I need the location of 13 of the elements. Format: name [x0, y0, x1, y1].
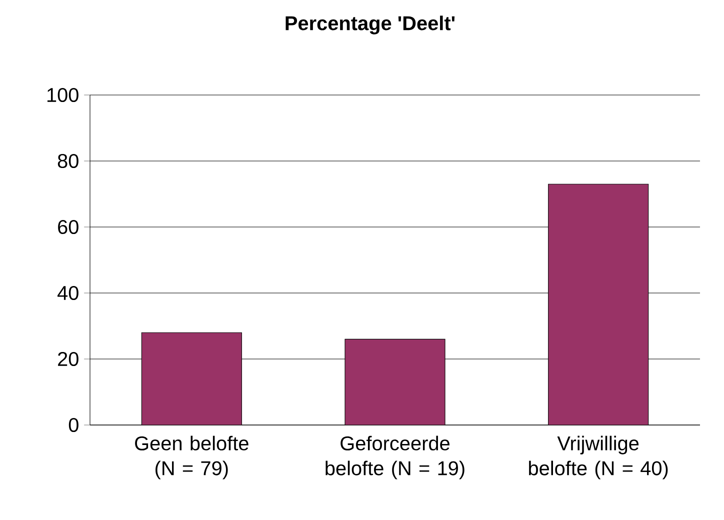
y-tick-label: 0	[68, 418, 78, 432]
y-tick-label: 80	[58, 154, 78, 168]
y-tick-label: 40	[57, 286, 78, 300]
y-tick-label: 60	[58, 220, 78, 234]
bar	[141, 332, 242, 425]
chart-title: Percentage 'Deelt'	[286, 16, 455, 34]
y-tick-label: 20	[58, 352, 78, 366]
bar	[548, 184, 649, 425]
y-tick-label: 100	[47, 88, 78, 102]
x-tick-label: Geforceerde belofte (N = 19)	[326, 436, 464, 480]
x-tick-label: Vrijwillige belofte (N = 40)	[529, 436, 668, 480]
x-tick-label: Geen belofte (N = 79)	[135, 436, 248, 480]
bar	[344, 338, 446, 425]
